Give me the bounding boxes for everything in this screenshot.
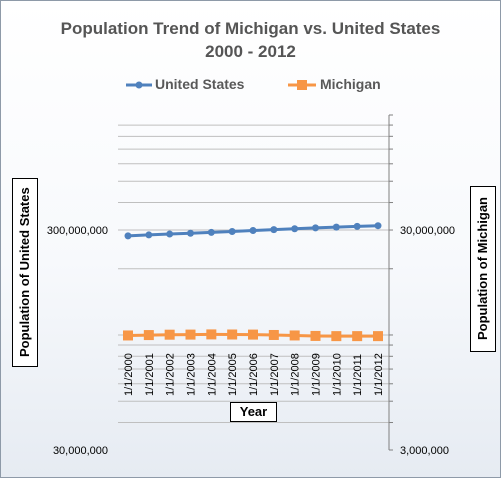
x-axis-title: Year — [230, 402, 277, 422]
data-point-michigan — [123, 330, 133, 341]
x-axis-tick-label: 1/1/2007 — [269, 353, 281, 396]
chart-title: Population Trend of Michigan vs. United … — [60, 19, 441, 38]
y-axis-left-tick-label: 300,000,000 — [47, 225, 108, 237]
data-point-united-states — [374, 222, 382, 230]
data-point-michigan — [248, 329, 258, 340]
x-axis-tick-label: 1/1/2000 — [123, 353, 135, 396]
data-point-michigan — [373, 331, 383, 342]
x-axis-tick-label: 1/1/2009 — [311, 353, 323, 396]
legend-swatch-michigan — [288, 80, 316, 90]
y-axis-left-tick-label: 30,000,000 — [53, 445, 108, 457]
data-point-united-states — [124, 232, 132, 240]
legend-item-united-states: United States — [126, 76, 276, 94]
data-point-michigan — [331, 331, 342, 342]
x-axis-tick-label: 1/1/2008 — [290, 353, 302, 396]
data-point-michigan — [352, 331, 363, 342]
y-axis-right-title: Population of Michigan — [470, 186, 496, 352]
x-axis-tick-label: 1/1/2001 — [144, 353, 156, 396]
legend-label-michigan: Michigan — [320, 76, 381, 92]
data-point-michigan — [143, 330, 154, 341]
y-axis-right-tick-label: 3,000,000 — [400, 445, 449, 457]
data-point-michigan — [289, 330, 300, 341]
x-axis-tick-label: 1/1/2005 — [227, 353, 239, 396]
data-point-united-states — [187, 229, 194, 237]
x-axis-tick-label: 1/1/2004 — [206, 353, 218, 396]
legend-swatch-united-states — [126, 81, 152, 89]
x-axis-tick-label: 1/1/2011 — [352, 354, 364, 396]
x-axis-tick-label: 1/1/2010 — [331, 353, 343, 396]
data-point-michigan — [227, 329, 238, 340]
data-point-michigan — [164, 329, 175, 340]
data-point-united-states — [228, 227, 236, 235]
data-point-united-states — [249, 227, 257, 235]
data-point-united-states — [291, 225, 299, 233]
x-axis-tick-label: 1/1/2002 — [165, 353, 177, 396]
y-axis-right-tick-label: 30,000,000 — [400, 225, 455, 237]
data-point-michigan — [206, 329, 217, 340]
y-axis-left-title: Population of United States — [12, 178, 38, 367]
chart-subtitle: 2000 - 2012 — [205, 42, 296, 61]
x-axis-tick-label: 1/1/2012 — [373, 353, 385, 396]
data-point-united-states — [353, 222, 361, 230]
data-point-united-states — [332, 223, 340, 231]
data-point-united-states — [312, 224, 319, 232]
data-point-michigan — [185, 329, 196, 340]
x-axis-tick-label: 1/1/2006 — [248, 353, 260, 396]
legend-label-united-states: United States — [155, 76, 245, 92]
data-point-united-states — [207, 228, 215, 236]
x-axis-tick-label: 1/1/2003 — [186, 353, 198, 396]
data-point-michigan — [268, 329, 279, 340]
data-point-united-states — [270, 226, 278, 234]
data-point-united-states — [145, 231, 153, 239]
data-point-united-states — [166, 230, 174, 238]
legend-item-michigan: Michigan — [288, 76, 398, 94]
data-point-michigan — [310, 330, 321, 341]
